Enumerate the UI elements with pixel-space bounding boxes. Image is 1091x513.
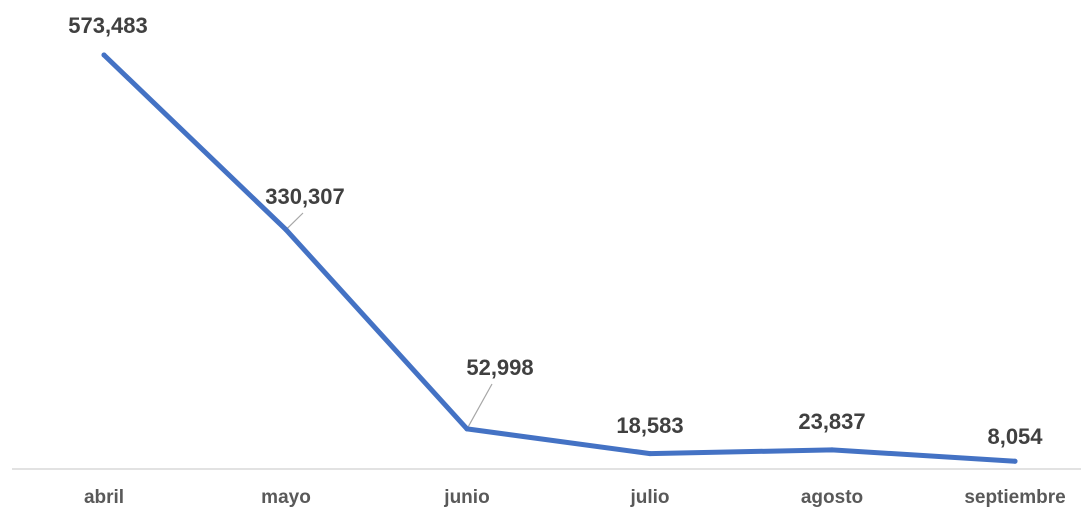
data-label-septiembre: 8,054 — [987, 424, 1043, 449]
data-label-mayo: 330,307 — [265, 184, 345, 209]
x-tick-label-mayo: mayo — [261, 487, 311, 508]
data-labels: 573,483 330,307 52,998 18,583 23,837 8,054 — [68, 13, 1043, 449]
data-point-mayo — [283, 227, 289, 233]
data-label-agosto: 23,837 — [798, 409, 865, 434]
x-tick-label-septiembre: septiembre — [964, 487, 1065, 508]
leader-line-junio — [466, 383, 493, 430]
x-tick-label-abril: abril — [84, 487, 124, 508]
x-tick-label-agosto: agosto — [801, 487, 863, 508]
leader-lines — [285, 212, 493, 430]
leader-line-mayo — [285, 212, 304, 231]
data-points — [101, 52, 1018, 464]
data-label-julio: 18,583 — [616, 413, 683, 438]
data-point-septiembre — [1012, 458, 1018, 464]
x-tick-label-junio: junio — [443, 487, 489, 508]
data-label-junio: 52,998 — [466, 355, 533, 380]
x-tick-label-julio: julio — [629, 487, 669, 508]
data-point-junio — [464, 426, 470, 432]
data-label-abril: 573,483 — [68, 13, 148, 38]
data-point-abril — [101, 52, 107, 58]
series-line — [101, 52, 1018, 464]
x-tick-labels: abril mayo junio julio agosto septiembre — [84, 487, 1066, 508]
data-point-agosto — [829, 447, 835, 453]
data-point-julio — [647, 451, 653, 457]
